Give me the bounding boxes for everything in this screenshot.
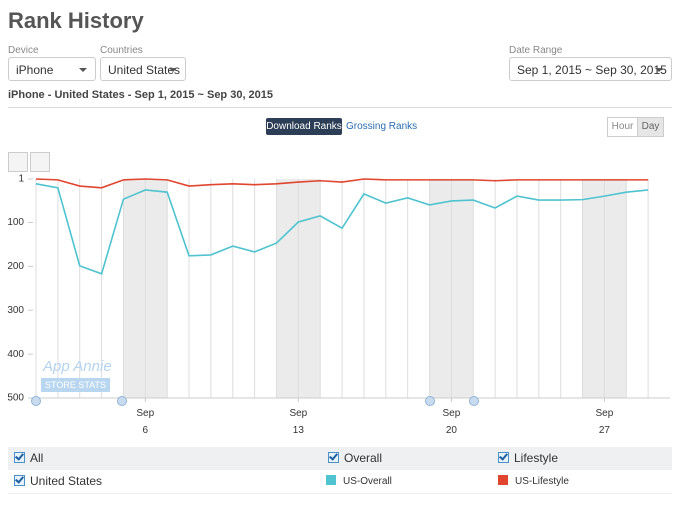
annotation-icon: [117, 396, 127, 406]
annotation-icon: [469, 396, 479, 406]
x-labels: Sep 6 Sep 13 Sep 20 Sep 27: [0, 405, 680, 441]
countries-label: Countries: [100, 45, 143, 56]
annotation-icon: [31, 396, 41, 406]
day-button[interactable]: Day: [637, 117, 664, 137]
download-tab[interactable]: Download Ranks: [266, 118, 342, 135]
x-tick-label: Sep 27: [595, 408, 614, 436]
series-line: [35, 178, 649, 189]
legend-swatch: [498, 475, 508, 485]
filter-row: All Overall Lifestyle: [8, 447, 672, 470]
filter-overall[interactable]: Overall: [328, 447, 382, 470]
country-select[interactable]: United States: [100, 57, 186, 81]
subtitle: iPhone - United States - Sep 1, 2015 ~ S…: [8, 89, 274, 101]
zoom-button[interactable]: [30, 152, 50, 172]
legend-label: US-Overall: [343, 476, 392, 487]
hour-button[interactable]: Hour: [607, 117, 638, 137]
device-select[interactable]: iPhone: [8, 57, 96, 81]
legend-item[interactable]: US-Lifestyle: [498, 470, 569, 493]
filter-country-label: United States: [30, 474, 103, 488]
reset-button[interactable]: [8, 152, 28, 172]
y-tick-label: 300: [7, 305, 24, 316]
y-tick-label: 100: [7, 217, 24, 228]
x-tick-label: Sep 13: [289, 408, 308, 436]
filter-country[interactable]: United States: [14, 470, 102, 493]
date-select[interactable]: Sep 1, 2015 ~ Sep 30, 2015: [509, 57, 672, 81]
divider: [8, 107, 672, 108]
x-tick-label: Sep 6: [136, 408, 155, 436]
x-tick-label: Sep 20: [442, 408, 461, 436]
legend-item[interactable]: US-Overall: [326, 470, 392, 493]
filter-all[interactable]: All: [14, 447, 43, 470]
watermark-product: STORE STATS: [41, 378, 111, 392]
y-tick-label: 500: [7, 393, 24, 404]
filter-lifestyle-label: Lifestyle: [514, 451, 559, 465]
page-title: Rank History: [8, 8, 144, 33]
chart: 1 100 200 300 400 500: [7, 174, 670, 406]
legend-row: United States US-Overall US-Lifestyle: [8, 470, 672, 494]
filter-lifestyle[interactable]: Lifestyle: [498, 447, 558, 470]
legend-swatch: [326, 475, 336, 485]
grossing-tab[interactable]: Grossing Ranks: [346, 121, 418, 132]
device-label: Device: [8, 45, 39, 56]
filter-all-label: All: [30, 451, 44, 465]
y-tick-label: 200: [7, 261, 24, 272]
y-tick-label: 400: [7, 349, 24, 360]
filter-overall-label: Overall: [344, 451, 383, 465]
annotation-icon: [425, 396, 435, 406]
y-tick-label: 1: [18, 174, 24, 185]
legend-label: US-Lifestyle: [515, 476, 569, 487]
series-line: [35, 183, 649, 275]
date-label: Date Range: [509, 45, 563, 56]
watermark-brand: App Annie: [43, 358, 112, 375]
